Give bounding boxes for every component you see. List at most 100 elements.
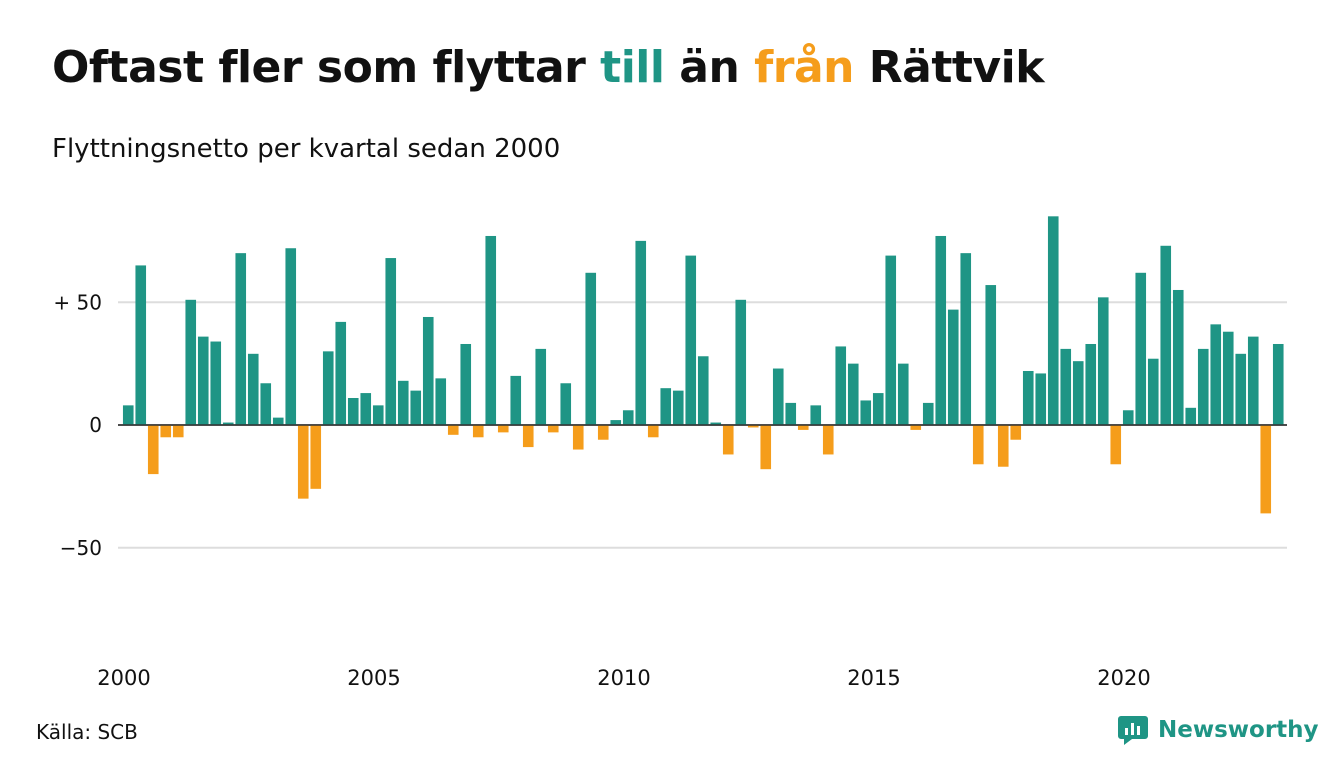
title-part-3: Rättvik xyxy=(853,42,1045,93)
bar xyxy=(835,346,847,425)
bar xyxy=(172,425,184,438)
bar xyxy=(385,258,397,425)
bar xyxy=(785,402,797,425)
title-word-till: till xyxy=(600,42,665,93)
bar xyxy=(647,425,659,438)
bar xyxy=(922,402,934,425)
bar xyxy=(285,248,297,425)
bar xyxy=(210,341,222,425)
bar xyxy=(960,253,972,425)
bar xyxy=(1235,353,1247,426)
x-tick-label: 2020 xyxy=(1097,666,1150,690)
bar xyxy=(1060,348,1072,425)
bar xyxy=(1047,216,1059,425)
bar xyxy=(235,253,247,425)
bar xyxy=(1147,358,1159,425)
brand-name: Newsworthy xyxy=(1158,717,1319,743)
bar xyxy=(910,425,922,430)
bar xyxy=(810,405,822,425)
bar xyxy=(710,422,722,426)
bar xyxy=(1022,370,1034,425)
bar xyxy=(772,368,784,425)
bar xyxy=(860,400,872,425)
bar-chart: + 50 0 −50 2000 2005 2010 2015 2020 xyxy=(53,216,1287,690)
bar xyxy=(1035,373,1047,425)
bar xyxy=(135,265,147,425)
bar xyxy=(197,336,209,425)
x-tick-label: 2015 xyxy=(847,666,900,690)
bar xyxy=(397,380,409,425)
bar xyxy=(1135,272,1147,425)
y-tick-label: + 50 xyxy=(53,290,102,314)
source-label: Källa: SCB xyxy=(36,720,138,744)
bar xyxy=(260,383,272,425)
bar xyxy=(297,425,309,499)
title-part-1: Oftast fler som flyttar xyxy=(52,42,601,93)
axes: + 50 0 −50 2000 2005 2010 2015 2020 xyxy=(53,290,1287,690)
bar xyxy=(222,422,234,426)
bar xyxy=(622,410,634,425)
bar xyxy=(1085,343,1097,426)
bar xyxy=(1272,343,1284,426)
newsworthy-logo-icon xyxy=(1118,716,1148,745)
bar xyxy=(1110,425,1122,465)
bar xyxy=(747,425,759,428)
bars xyxy=(122,216,1284,514)
bar xyxy=(1097,297,1109,425)
bar xyxy=(272,417,284,425)
bar xyxy=(935,235,947,425)
bar xyxy=(372,405,384,425)
bar xyxy=(722,425,734,455)
bar xyxy=(335,321,347,425)
bar xyxy=(247,353,259,426)
y-tick-label: −50 xyxy=(60,536,102,560)
bar xyxy=(322,351,334,425)
bar xyxy=(985,285,997,425)
bar xyxy=(535,348,547,425)
bar xyxy=(597,425,609,440)
bar xyxy=(697,356,709,425)
bar xyxy=(410,390,422,425)
brand-logo[interactable]: Newsworthy xyxy=(1118,714,1319,746)
bar xyxy=(122,405,134,425)
bar xyxy=(1222,331,1234,425)
bar xyxy=(147,425,159,475)
bar xyxy=(847,363,859,426)
bar xyxy=(947,309,959,426)
bar xyxy=(185,299,197,425)
bar xyxy=(797,425,809,430)
bar xyxy=(472,425,484,438)
title-word-fran: från xyxy=(754,42,854,93)
bar xyxy=(885,255,897,425)
bar xyxy=(447,425,459,435)
bar xyxy=(1210,324,1222,426)
bar xyxy=(1010,425,1022,440)
bar xyxy=(735,299,747,425)
bar xyxy=(897,363,909,426)
bar xyxy=(672,390,684,425)
bar xyxy=(560,383,572,425)
x-tick-label: 2010 xyxy=(597,666,650,690)
bar xyxy=(822,425,834,455)
bar xyxy=(547,425,559,433)
y-tick-label: 0 xyxy=(89,413,102,437)
bar xyxy=(310,425,322,489)
bar xyxy=(685,255,697,425)
bar xyxy=(997,425,1009,467)
bar xyxy=(585,272,597,425)
bar xyxy=(1072,361,1084,425)
title-part-2: än xyxy=(664,42,755,93)
bar xyxy=(160,425,172,438)
bar xyxy=(485,235,497,425)
bar xyxy=(1247,336,1259,425)
bar xyxy=(347,398,359,426)
bar xyxy=(435,378,447,426)
bar xyxy=(510,375,522,425)
bar xyxy=(972,425,984,465)
bar xyxy=(460,343,472,426)
x-tick-label: 2000 xyxy=(97,666,150,690)
bar xyxy=(497,425,509,433)
bar xyxy=(422,316,434,425)
bar xyxy=(610,420,622,425)
bar xyxy=(635,240,647,426)
